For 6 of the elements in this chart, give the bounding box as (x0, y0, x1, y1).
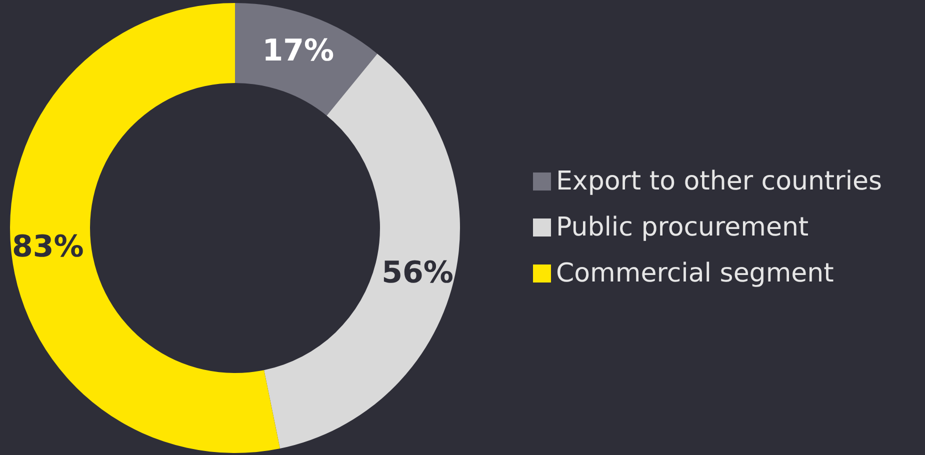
data-label: 56% (382, 255, 454, 290)
legend-label: Public procurement (556, 212, 809, 242)
legend-label: Export to other countries (556, 166, 882, 196)
legend-label: Commercial segment (556, 258, 834, 288)
data-label: 83% (12, 229, 84, 264)
data-label: 17% (262, 33, 334, 68)
